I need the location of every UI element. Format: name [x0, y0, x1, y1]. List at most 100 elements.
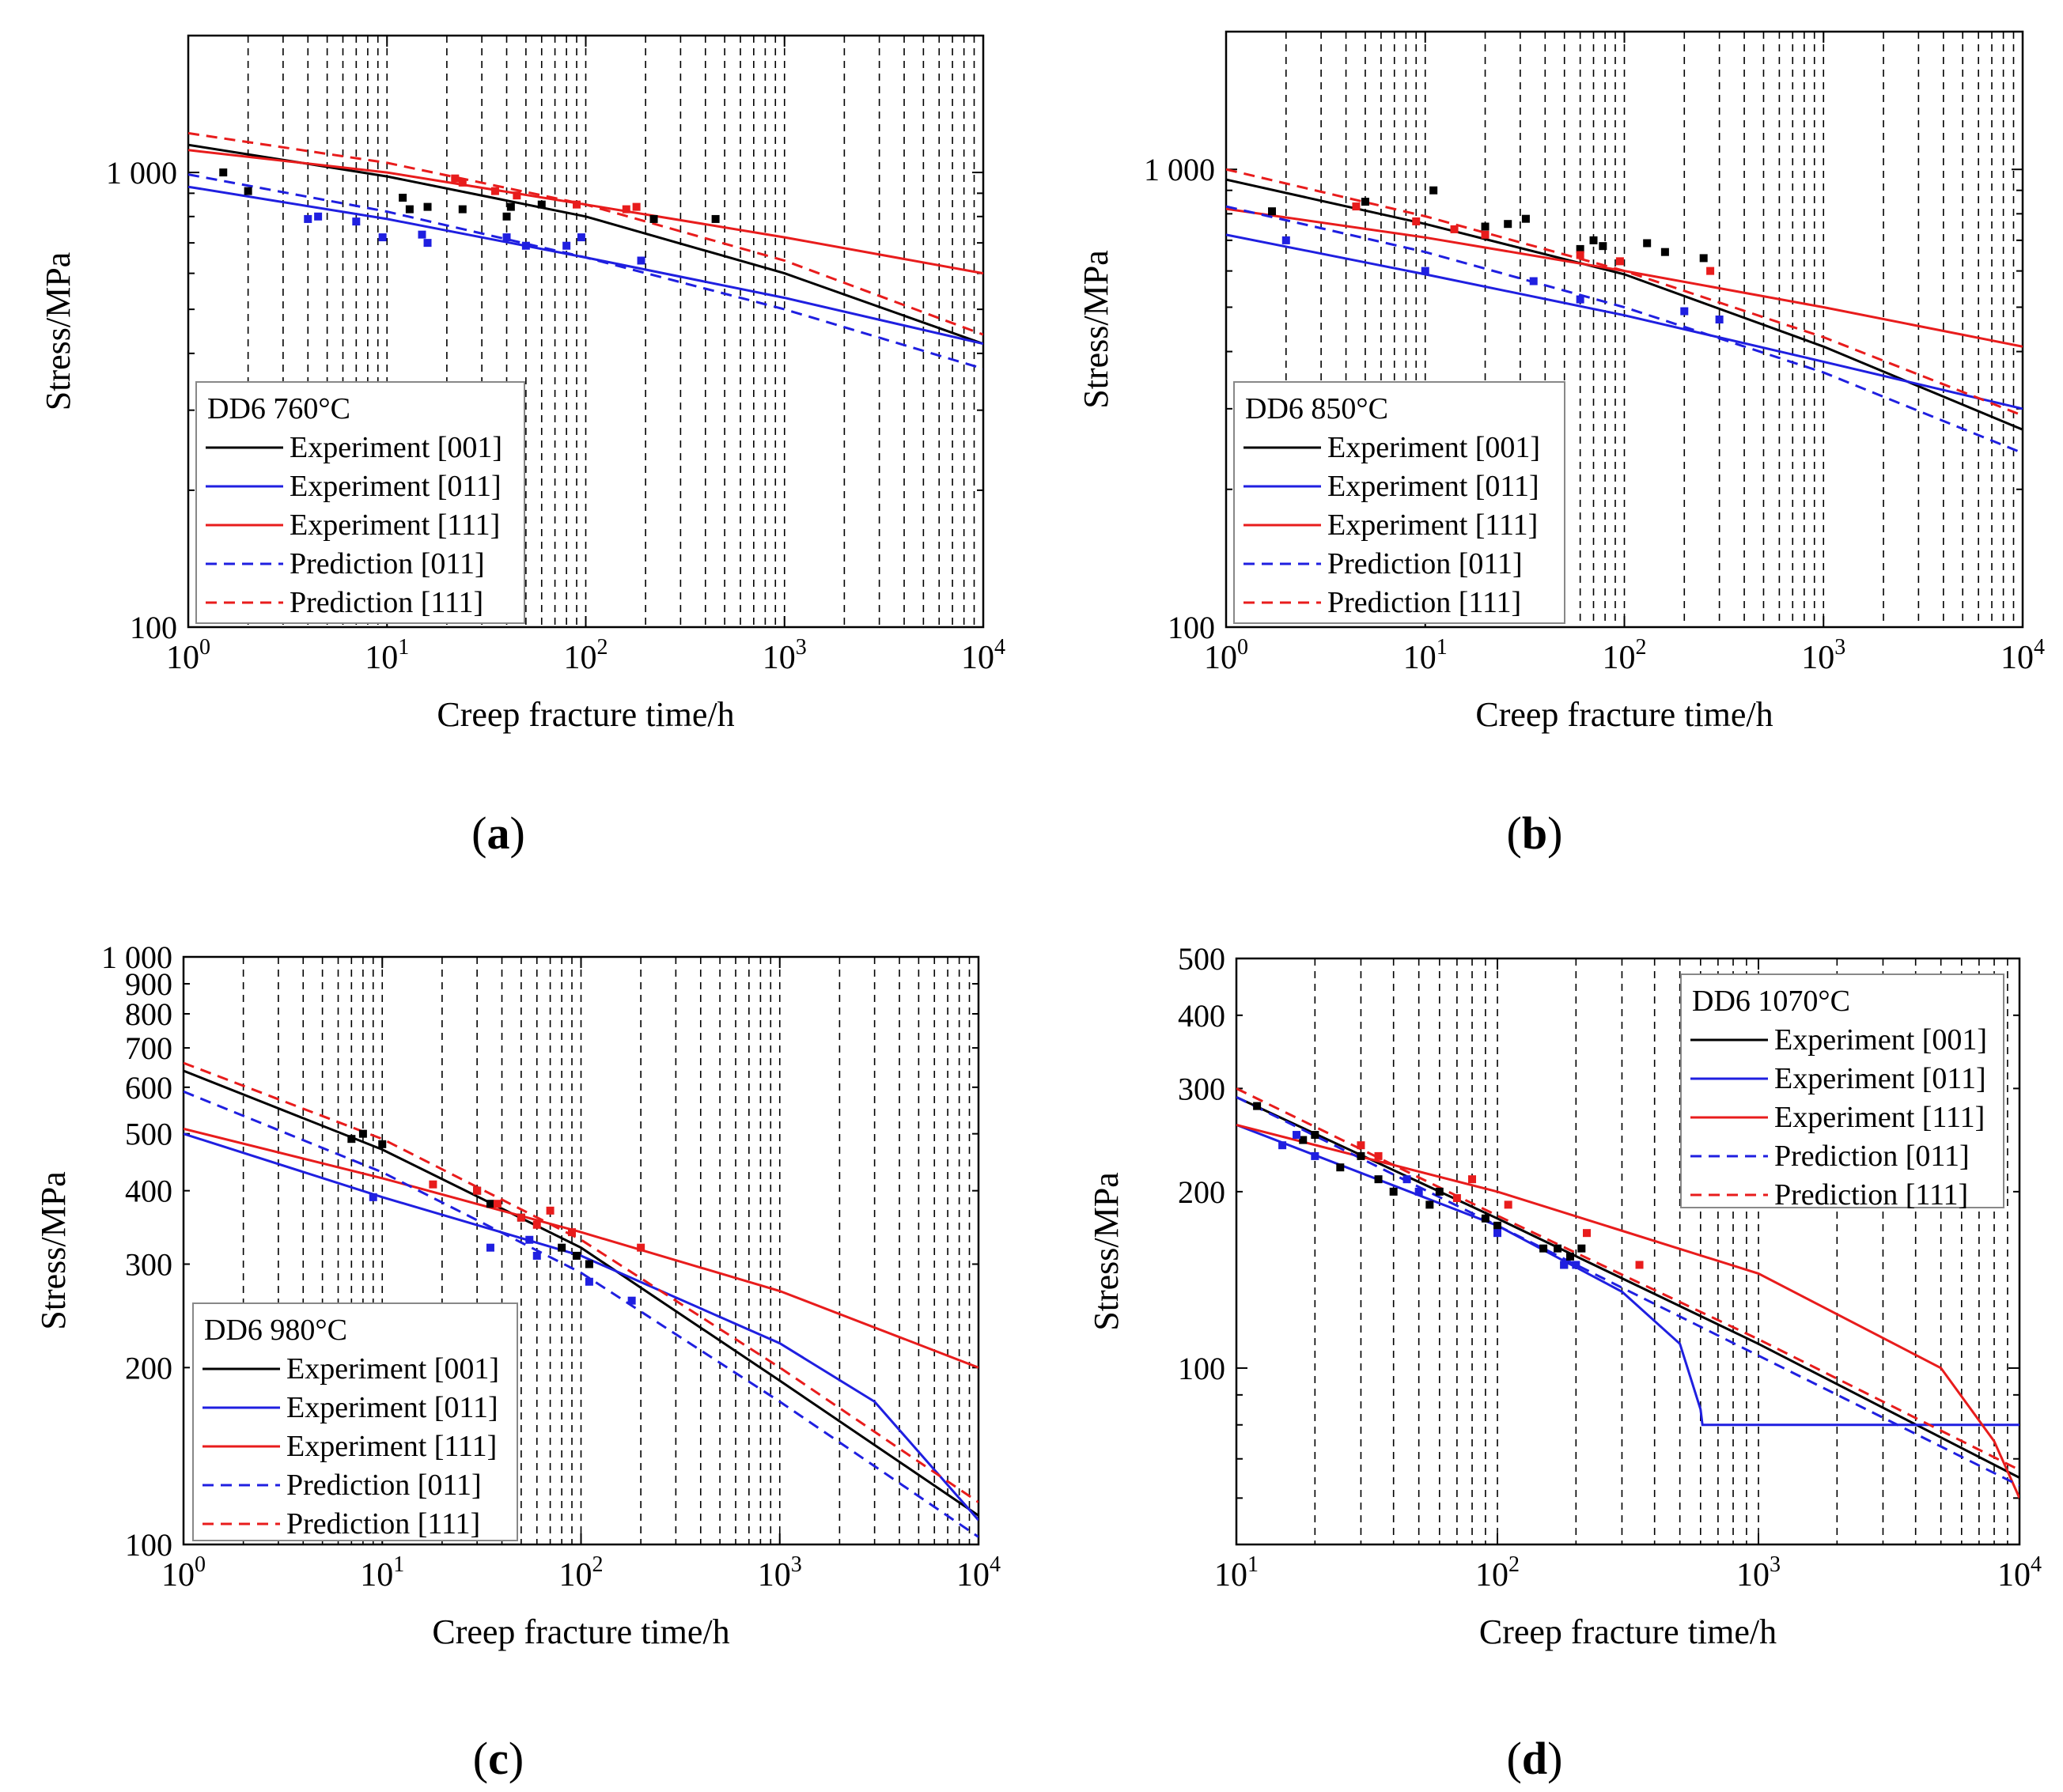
data-point: [1699, 254, 1708, 263]
x-tick-label: 100: [166, 635, 210, 676]
x-tick-label: 102: [564, 635, 608, 676]
x-tick-label: 101: [360, 1552, 404, 1594]
y-tick-label: 1 000: [106, 155, 177, 191]
data-point: [1293, 1131, 1301, 1140]
y-tick-label: 200: [125, 1350, 172, 1386]
data-point: [1336, 1163, 1345, 1172]
caption-c: (c): [472, 1733, 524, 1784]
data-point: [493, 1200, 502, 1208]
data-point: [1576, 295, 1584, 304]
legend-label: Prediction [111]: [1774, 1178, 1968, 1212]
data-point: [1493, 1229, 1501, 1238]
legend-label: Experiment [011]: [286, 1391, 498, 1424]
chart-panel-d: 101 102 103 104 100 200 300 400 500 Creep fractur…: [1087, 941, 2042, 1651]
legend-label: Experiment [111]: [286, 1430, 497, 1463]
x-axis-title: Creep fracture time/h: [432, 1612, 729, 1651]
data-point: [546, 1206, 555, 1215]
data-point: [1576, 244, 1584, 253]
series-line-experiment-001-: [184, 1069, 979, 1517]
data-point: [458, 205, 467, 214]
data-point: [627, 1296, 636, 1305]
legend-label: Prediction [011]: [1327, 547, 1523, 580]
data-point: [1389, 1187, 1398, 1196]
y-axis-title: Stress/MPa: [1077, 250, 1115, 408]
data-point: [577, 233, 585, 242]
legend: DD6 1070°C Experiment [001] Experiment [01…: [1680, 974, 2004, 1212]
legend-title: DD6 980°C: [204, 1314, 347, 1347]
data-point: [1425, 1200, 1434, 1209]
data-point: [1452, 1194, 1461, 1203]
data-point: [1615, 257, 1624, 266]
legend-label: Experiment [111]: [1774, 1101, 1985, 1134]
data-points: [1268, 186, 1724, 324]
data-point: [1577, 1244, 1586, 1253]
data-point: [1576, 251, 1584, 259]
data-point: [502, 212, 511, 221]
data-point: [532, 1220, 541, 1229]
x-tick-labels: 101 102 103 104: [1214, 1552, 2042, 1594]
x-gridlines: [1285, 32, 2015, 627]
data-point: [473, 1186, 482, 1195]
series-lines: [188, 131, 983, 370]
legend-label: Experiment [001]: [1327, 431, 1540, 464]
x-tick-labels: 100 101 102 103 104: [1204, 635, 2045, 676]
x-tick-label: 104: [2001, 635, 2045, 676]
data-point: [1429, 186, 1438, 195]
legend: DD6 760°C Experiment [001] Experiment [011…: [195, 381, 525, 624]
series-line-prediction-011-: [1226, 205, 2023, 455]
legend-label: Prediction [011]: [286, 1469, 482, 1502]
data-point: [304, 214, 312, 223]
data-point: [517, 1213, 525, 1222]
x-tick-label: 103: [763, 635, 807, 676]
legend-label: Experiment [011]: [1327, 470, 1539, 503]
data-point: [1599, 242, 1607, 251]
data-point: [1299, 1136, 1308, 1144]
data-point: [622, 205, 630, 214]
data-point: [1281, 236, 1290, 244]
data-point: [573, 200, 581, 209]
data-point: [558, 1243, 566, 1252]
data-point: [1582, 1229, 1591, 1238]
data-points: [1253, 1102, 1644, 1269]
data-point: [1374, 1151, 1383, 1160]
legend-box: [1233, 381, 1565, 624]
x-tick-label: 104: [956, 1552, 1001, 1594]
series-line-experiment-111-: [1236, 1123, 2019, 1499]
series-line-prediction-011-: [184, 1090, 979, 1538]
y-tick-label: 900: [125, 966, 172, 1002]
x-gridlines: [247, 36, 975, 627]
legend-title: DD6 760°C: [207, 392, 350, 425]
data-point: [1450, 225, 1459, 233]
data-point: [1554, 1244, 1562, 1253]
y-tick-labels: 100 1 000: [1144, 152, 1215, 645]
data-point: [1529, 277, 1538, 285]
data-point: [352, 217, 361, 226]
plot-frame: [1225, 30, 2024, 629]
data-point: [513, 191, 521, 200]
x-tick-label: 103: [1801, 635, 1845, 676]
legend-box: [192, 1302, 518, 1541]
legend-box: [195, 381, 525, 624]
data-point: [1435, 1187, 1444, 1196]
data-points: [219, 168, 720, 265]
data-point: [649, 214, 658, 223]
y-axis-title: Stress/MPa: [39, 252, 78, 410]
legend-label: Experiment [001]: [286, 1352, 499, 1386]
x-tick-label: 101: [1214, 1552, 1259, 1594]
y-tick-label: 400: [1178, 998, 1225, 1034]
data-point: [637, 256, 645, 265]
data-point: [637, 1243, 645, 1252]
data-point: [572, 1251, 581, 1260]
y-tick-label: 100: [125, 1527, 172, 1563]
data-point: [486, 1243, 494, 1252]
y-tick-label: 1 000: [1144, 152, 1215, 187]
y-tick-label: 700: [125, 1030, 172, 1066]
data-point: [1357, 1151, 1365, 1160]
chart-panel-a: 100 101 102 103 104 100 1 000 Creep fracture ti…: [39, 34, 1005, 734]
series-line-experiment-011-: [1226, 233, 2023, 410]
legend-label: Prediction [011]: [290, 547, 485, 580]
data-point: [1539, 1244, 1548, 1253]
data-point: [711, 214, 720, 223]
